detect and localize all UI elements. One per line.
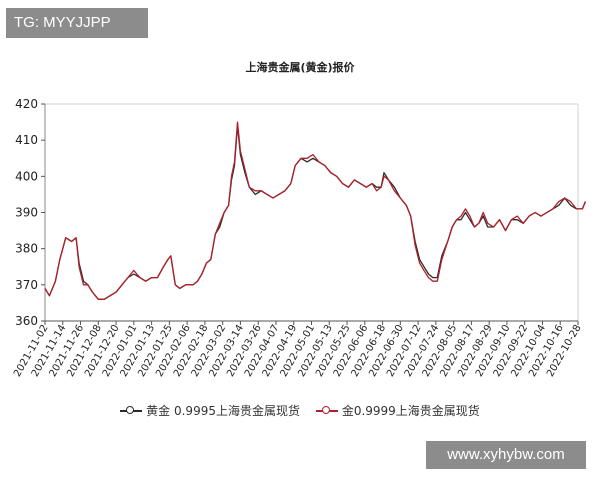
y-tick-label: 370	[15, 278, 38, 292]
legend-item-series1[interactable]: 黄金 0.9995上海贵金属现货	[120, 402, 300, 419]
legend: 黄金 0.9995上海贵金属现货 金0.9999上海贵金属现货	[0, 402, 600, 419]
legend-label-series2: 金0.9999上海贵金属现货	[341, 404, 480, 418]
tg-badge: TG: MYYJJPP	[6, 8, 148, 38]
legend-swatch-series1	[120, 405, 143, 416]
y-tick-label: 410	[15, 133, 38, 147]
y-tick-label: 380	[15, 242, 38, 256]
chart-title: 上海贵金属(黄金)报价	[245, 61, 355, 74]
watermark: www.xyhybw.com	[426, 441, 586, 469]
series-line-1	[44, 125, 587, 300]
legend-swatch-series2	[315, 405, 338, 416]
y-tick-label: 390	[15, 206, 38, 220]
series-lines	[44, 121, 587, 300]
legend-label-series1: 黄金 0.9995上海贵金属现货	[146, 404, 300, 418]
y-tick-label: 420	[15, 97, 38, 111]
y-tick-label: 360	[15, 314, 38, 328]
series-line-2	[44, 121, 587, 300]
y-tick-label: 400	[15, 169, 38, 183]
legend-item-series2[interactable]: 金0.9999上海贵金属现货	[315, 402, 480, 419]
axes: 3603703803904004104202021-11-022021-11-1…	[12, 97, 584, 379]
